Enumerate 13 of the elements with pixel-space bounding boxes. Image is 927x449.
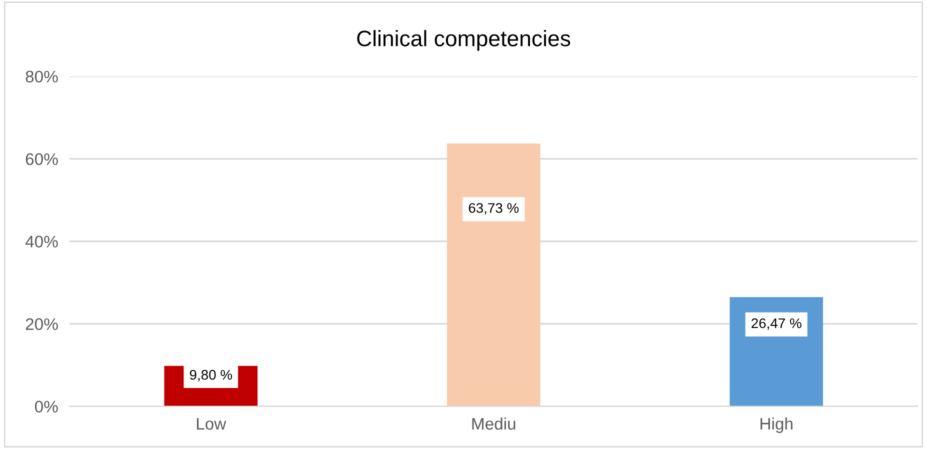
data-label: 9,80 % bbox=[190, 370, 232, 382]
data-label: 26,47 % bbox=[752, 318, 802, 330]
x-tick-label: High bbox=[760, 417, 792, 433]
bar bbox=[446, 143, 540, 406]
y-tick-label: 80% bbox=[26, 70, 58, 83]
y-tick-label: 0% bbox=[34, 400, 58, 413]
data-label: 63,73 % bbox=[468, 203, 519, 215]
x-tick-label: Low bbox=[196, 418, 226, 430]
chart-title: Clinical competencies bbox=[357, 30, 570, 51]
y-tick-label: 40% bbox=[25, 236, 58, 248]
y-tick-label: 60% bbox=[26, 153, 58, 166]
x-tick-label: Mediu bbox=[472, 417, 516, 430]
y-tick-label: 20% bbox=[26, 318, 58, 330]
